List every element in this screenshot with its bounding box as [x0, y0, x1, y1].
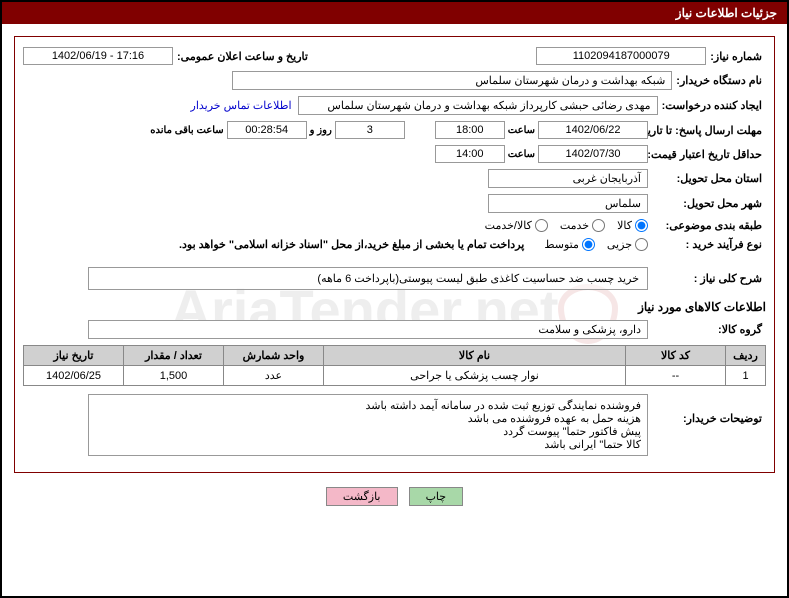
purchase-type-label: نوع فرآیند خرید : [648, 238, 766, 251]
validity-date-field: 1402/07/30 [538, 145, 648, 163]
cell-qty: 1,500 [124, 366, 224, 386]
cell-name: نوار چسب پزشکی یا جراحی [324, 366, 626, 386]
cell-need_date: 1402/06/25 [24, 366, 124, 386]
need-no-field: 1102094187000079 [536, 47, 706, 65]
cell-row: 1 [726, 366, 766, 386]
payment-note: پرداخت تمام یا بخشی از مبلغ خرید،از محل … [179, 238, 524, 251]
city-field: سلماس [488, 194, 648, 213]
goods-group-field: دارو، پزشکی و سلامت [88, 320, 648, 339]
province-label: استان محل تحویل: [648, 172, 766, 185]
radio-kala[interactable]: کالا [617, 219, 648, 232]
contact-link[interactable]: اطلاعات تماس خریدار [191, 99, 292, 112]
table-header-row: ردیف کد کالا نام کالا واحد شمارش تعداد /… [24, 346, 766, 366]
countdown-field: 00:28:54 [227, 121, 307, 139]
table-row: 1--نوار چسب پزشکی یا جراحیعدد1,5001402/0… [24, 366, 766, 386]
province-field: آذربایجان غربی [488, 169, 648, 188]
row-buyer-org: نام دستگاه خریدار: شبکه بهداشت و درمان ش… [23, 71, 766, 90]
row-province: استان محل تحویل: آذربایجان غربی [23, 169, 766, 188]
th-qty: تعداد / مقدار [124, 346, 224, 366]
remain-label: ساعت باقی مانده [147, 125, 226, 136]
general-desc-field: خرید چسب ضد حساسیت کاغذی طبق لیست پیوستی… [88, 267, 648, 290]
requester-field: مهدی رضائی حبشی کارپرداز شبکه بهداشت و د… [298, 96, 658, 115]
city-label: شهر محل تحویل: [648, 197, 766, 210]
announce-dt-label: تاریخ و ساعت اعلان عمومی: [173, 50, 312, 63]
th-name: نام کالا [324, 346, 626, 366]
goods-info-title: اطلاعات کالاهای مورد نیاز [23, 300, 766, 314]
print-button[interactable]: چاپ [409, 487, 464, 506]
th-unit: واحد شمارش [224, 346, 324, 366]
radio-motavaset[interactable]: متوسط [544, 238, 595, 251]
goods-group-label: گروه کالا: [648, 323, 766, 336]
radio-khedmat[interactable]: خدمت [560, 219, 605, 232]
row-general-desc: شرح کلی نیاز : خرید چسب ضد حساسیت کاغذی … [23, 267, 766, 290]
cell-code: -- [626, 366, 726, 386]
goods-table: ردیف کد کالا نام کالا واحد شمارش تعداد /… [23, 345, 766, 386]
reply-deadline-label: مهلت ارسال پاسخ: تا تاریخ: [648, 124, 766, 137]
days-field: 3 [335, 121, 405, 139]
window: جزئیات اطلاعات نیاز AriaTender.net شماره… [0, 0, 789, 598]
reply-time-field: 18:00 [435, 121, 505, 139]
back-button[interactable]: بازگشت [326, 487, 398, 506]
row-goods-group: گروه کالا: دارو، پزشکی و سلامت [23, 320, 766, 339]
requester-label: ایجاد کننده درخواست: [658, 99, 766, 112]
button-row: چاپ بازگشت [2, 487, 787, 506]
need-no-label: شماره نیاز: [706, 50, 766, 63]
reply-date-field: 1402/06/22 [538, 121, 648, 139]
row-buyer-notes: توضیحات خریدار: فروشنده نمایندگی توزیع ث… [23, 394, 766, 456]
buyer-notes-field: فروشنده نمایندگی توزیع ثبت شده در سامانه… [88, 394, 648, 456]
validity-label: حداقل تاریخ اعتبار قیمت: تا تاریخ: [648, 148, 766, 161]
purchase-radio-group: جزیی متوسط [544, 238, 648, 251]
th-need-date: تاریخ نیاز [24, 346, 124, 366]
announce-dt-field: 1402/06/19 - 17:16 [23, 47, 173, 65]
th-code: کد کالا [626, 346, 726, 366]
validity-time-label: ساعت [505, 149, 538, 160]
main-panel: AriaTender.net شماره نیاز: 1102094187000… [14, 36, 775, 473]
subject-radio-group: کالا خدمت کالا/خدمت [485, 219, 648, 232]
row-validity: حداقل تاریخ اعتبار قیمت: تا تاریخ: 1402/… [23, 145, 766, 163]
row-reply-deadline: مهلت ارسال پاسخ: تا تاریخ: 1402/06/22 سا… [23, 121, 766, 139]
panel-title: جزئیات اطلاعات نیاز [2, 2, 787, 24]
validity-time-field: 14:00 [435, 145, 505, 163]
row-need-no: شماره نیاز: 1102094187000079 تاریخ و ساع… [23, 47, 766, 65]
buyer-org-field: شبکه بهداشت و درمان شهرستان سلماس [232, 71, 672, 90]
subject-class-label: طبقه بندی موضوعی: [648, 219, 766, 232]
row-subject-class: طبقه بندی موضوعی: کالا خدمت کالا/خدمت [23, 219, 766, 232]
row-purchase-type: نوع فرآیند خرید : جزیی متوسط پرداخت تمام… [23, 238, 766, 251]
buyer-notes-label: توضیحات خریدار: [648, 394, 766, 425]
radio-jozi[interactable]: جزیی [607, 238, 648, 251]
row-city: شهر محل تحویل: سلماس [23, 194, 766, 213]
days-and-label: روز و [307, 125, 335, 136]
cell-unit: عدد [224, 366, 324, 386]
th-row: ردیف [726, 346, 766, 366]
table-body: 1--نوار چسب پزشکی یا جراحیعدد1,5001402/0… [24, 366, 766, 386]
radio-kalakhedmat[interactable]: کالا/خدمت [485, 219, 548, 232]
general-desc-label: شرح کلی نیاز : [648, 272, 766, 285]
buyer-org-label: نام دستگاه خریدار: [672, 74, 766, 87]
row-requester: ایجاد کننده درخواست: مهدی رضائی حبشی کار… [23, 96, 766, 115]
reply-time-label: ساعت [505, 125, 538, 136]
